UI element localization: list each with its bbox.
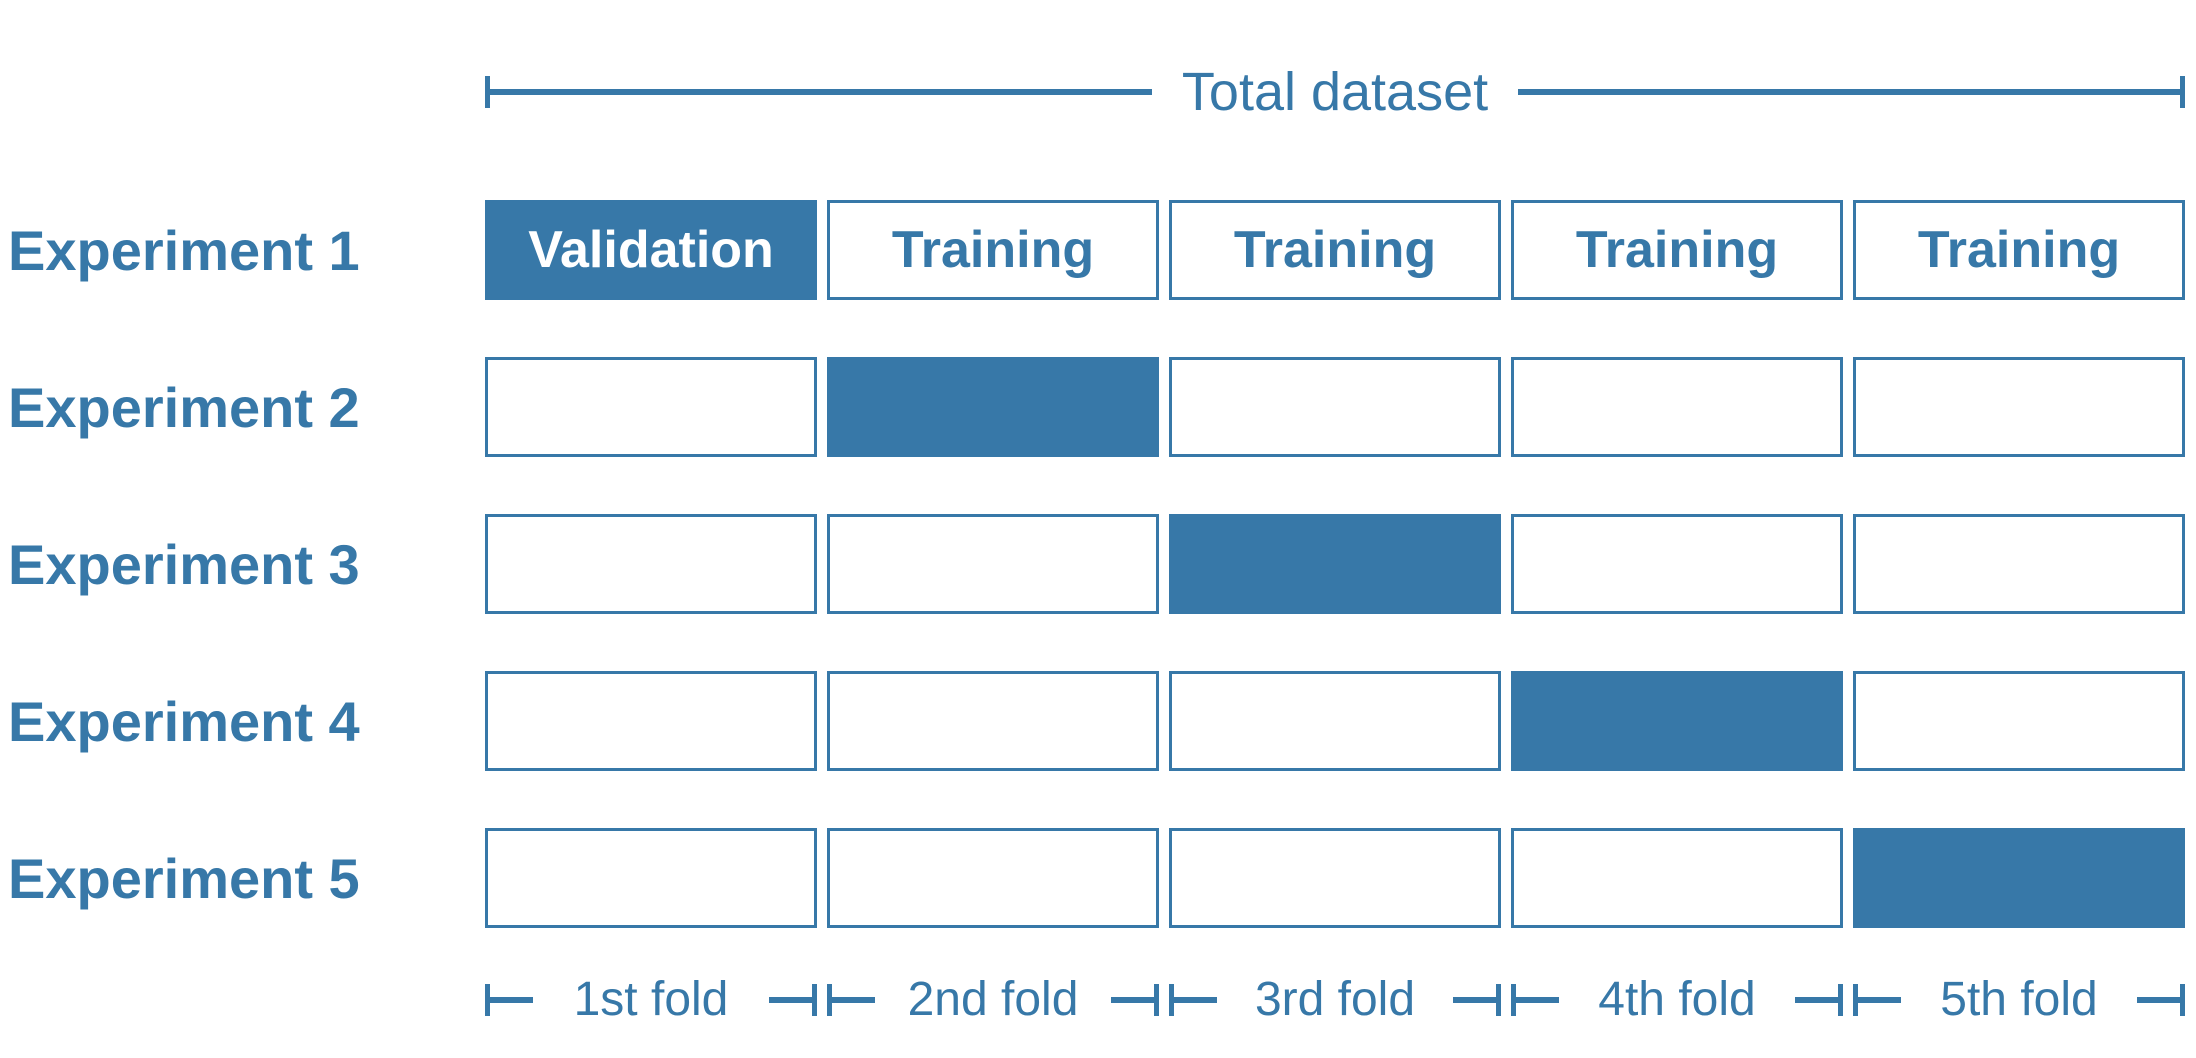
experiment-row: Experiment 3: [0, 514, 2196, 614]
experiment-label: Experiment 4: [8, 689, 360, 753]
experiment-row: Experiment 5: [0, 828, 2196, 928]
right-bracket-icon: [1453, 984, 1501, 1016]
fold-cells: [485, 671, 2185, 771]
fold-cells: Validation Training Training Training Traini…: [485, 200, 2185, 300]
fold-cells: [485, 828, 2185, 928]
experiment-label: Experiment 5: [8, 846, 360, 910]
cell-empty: [1511, 357, 1843, 457]
cell-training: Training: [1853, 200, 2185, 300]
cell-filled: [1853, 828, 2185, 928]
cell-empty: [1853, 671, 2185, 771]
left-bracket-icon: [1169, 984, 1217, 1016]
fold-label: 5th fold: [1940, 973, 2098, 1026]
cell-empty: [1169, 357, 1501, 457]
cell-empty: [1853, 514, 2185, 614]
cell-empty: [827, 828, 1159, 928]
total-dataset-title: Total dataset: [1181, 62, 1489, 122]
fold-cells: [485, 514, 2185, 614]
cell-empty: [1169, 828, 1501, 928]
fold-label: 2nd fold: [907, 973, 1079, 1026]
right-bracket-icon: [1795, 984, 1843, 1016]
cell-empty: [1511, 828, 1843, 928]
left-bracket-icon: [1511, 984, 1559, 1016]
experiment-row: Experiment 4: [0, 671, 2196, 771]
cell-training: Training: [827, 200, 1159, 300]
total-dataset-brace: Total dataset: [485, 62, 2186, 122]
fold-label: 3rd fold: [1254, 973, 1416, 1026]
brace-left-cap-icon: [485, 76, 490, 108]
experiment-label: Experiment 3: [8, 532, 360, 596]
fold-segment: 3rd fold: [1169, 970, 1501, 1030]
fold-segment: 5th fold: [1853, 970, 2185, 1030]
fold-cells: [485, 357, 2185, 457]
experiment-label: Experiment 2: [8, 375, 360, 439]
cell-empty: [827, 514, 1159, 614]
cell-training: Training: [1511, 200, 1843, 300]
experiment-label: Experiment 1: [8, 218, 360, 282]
cell-empty: [485, 357, 817, 457]
fold-label: 4th fold: [1598, 973, 1756, 1026]
cell-empty: [1853, 357, 2185, 457]
brace-right-cap-icon: [2180, 76, 2186, 108]
fold-axis: 1st fold 2nd fold 3rd fold 4th fold 5th fold: [485, 970, 2185, 1030]
cell-empty: [827, 671, 1159, 771]
cell-empty: [485, 828, 817, 928]
experiment-row: Experiment 1 Validation Training Training Tr…: [0, 200, 2196, 300]
cell-empty: [485, 514, 817, 614]
cell-training: Training: [1169, 200, 1501, 300]
brace-left-line: [490, 89, 1152, 95]
cell-filled: [1511, 671, 1843, 771]
cell-filled: [827, 357, 1159, 457]
fold-segment: 4th fold: [1511, 970, 1843, 1030]
experiment-rows: Experiment 1 Validation Training Training Tr…: [0, 200, 2196, 985]
cell-filled: [1169, 514, 1501, 614]
left-bracket-icon: [1853, 984, 1901, 1016]
cell-validation: Validation: [485, 200, 817, 300]
right-bracket-icon: [769, 984, 817, 1016]
fold-label: 1st fold: [573, 973, 729, 1026]
left-bracket-icon: [827, 984, 875, 1016]
fold-segment: 2nd fold: [827, 970, 1159, 1030]
cell-empty: [1169, 671, 1501, 771]
cell-empty: [485, 671, 817, 771]
experiment-row: Experiment 2: [0, 357, 2196, 457]
fold-segment: 1st fold: [485, 970, 817, 1030]
left-bracket-icon: [485, 984, 533, 1016]
right-bracket-icon: [1111, 984, 1159, 1016]
right-bracket-icon: [2137, 984, 2185, 1016]
brace-right-line: [1518, 89, 2181, 95]
cell-empty: [1511, 514, 1843, 614]
